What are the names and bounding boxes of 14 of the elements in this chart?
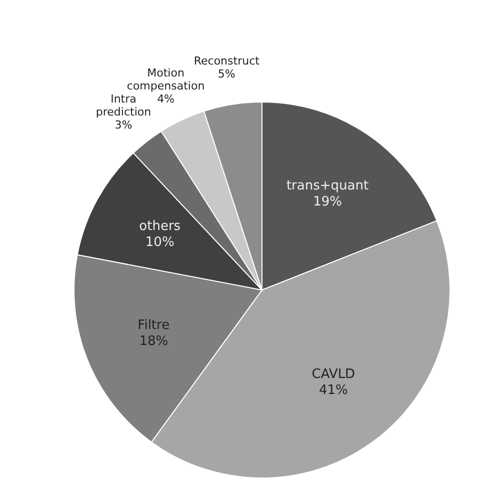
slice-label: Intra prediction — [96, 92, 152, 118]
slice-label: Motion compensation — [126, 66, 205, 93]
data-label: 19% — [313, 194, 342, 210]
slice-label: Filtre — [138, 318, 170, 333]
data-label: 10% — [145, 234, 174, 250]
data-label: 18% — [139, 334, 168, 349]
data-label: 5% — [218, 67, 236, 80]
slice-label: CAVLD — [312, 367, 356, 382]
slice-label: Reconstruct — [194, 54, 260, 68]
slice-label: others — [139, 218, 181, 234]
slice-label: trans+quant — [286, 178, 369, 194]
data-label: 41% — [318, 383, 348, 398]
data-label: 4% — [157, 92, 174, 106]
data-label: 3% — [114, 118, 132, 132]
